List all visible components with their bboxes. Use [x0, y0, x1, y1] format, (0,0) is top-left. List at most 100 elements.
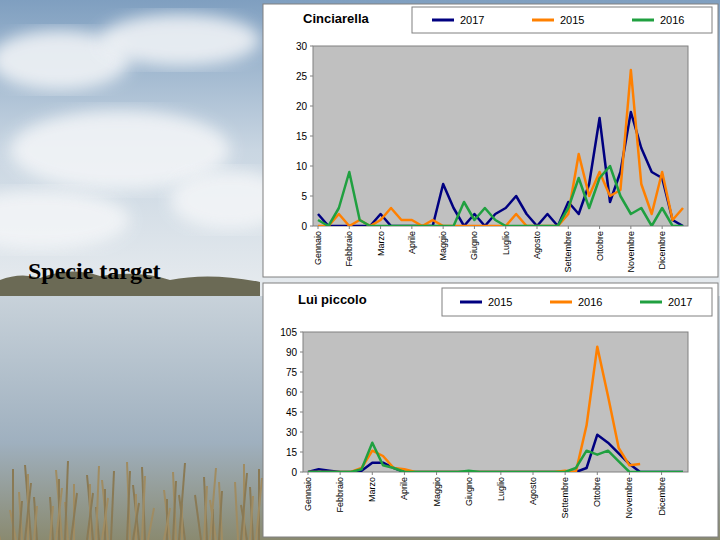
- reed: [19, 492, 22, 540]
- x-tick-label: Maggio: [438, 231, 448, 261]
- y-tick-label: 105: [280, 327, 297, 338]
- legend-box: [442, 288, 712, 316]
- reed: [65, 461, 68, 540]
- slide: Specie targetCinciarella051015202530Genn…: [0, 0, 720, 540]
- x-tick: [308, 472, 309, 475]
- reed: [148, 508, 154, 540]
- reed: [25, 483, 31, 540]
- reed: [219, 482, 222, 540]
- legend-box: [412, 7, 712, 33]
- x-tick: [597, 472, 598, 475]
- reed: [133, 485, 139, 540]
- reed: [250, 487, 253, 540]
- x-tick: [474, 226, 475, 229]
- y-tick: [310, 226, 313, 227]
- x-tick-label: Ottobre: [595, 231, 605, 261]
- legend-swatch: [632, 19, 654, 22]
- y-tick-label: 0: [301, 221, 307, 232]
- x-tick: [662, 226, 663, 229]
- chart-panel: Cinciarella051015202530GennaioFebbraioMa…: [263, 4, 718, 277]
- y-tick: [310, 136, 313, 137]
- x-tick: [380, 226, 381, 229]
- x-tick-label: Agosto: [528, 477, 538, 505]
- y-tick-label: 0: [291, 467, 297, 478]
- reed: [204, 477, 207, 540]
- x-tick-label: Gennaio: [313, 231, 323, 265]
- reed: [12, 469, 14, 540]
- heading: Specie target: [28, 258, 161, 284]
- legend-label: 2015: [560, 14, 584, 26]
- series-line: [308, 443, 683, 472]
- reed: [87, 475, 93, 540]
- x-tick-label: Novembre: [624, 477, 634, 519]
- legend-swatch: [432, 19, 454, 22]
- legend-swatch: [532, 19, 554, 22]
- reed: [219, 491, 222, 540]
- y-tick-label: 30: [286, 427, 298, 438]
- x-tick: [468, 472, 469, 475]
- sky: [0, 0, 720, 300]
- reed: [50, 506, 53, 540]
- x-tick-label: Aprile: [407, 231, 417, 254]
- reed: [241, 473, 247, 540]
- lines: [308, 347, 683, 472]
- x-tick-label: Marzo: [376, 231, 386, 256]
- x-tick: [349, 226, 350, 229]
- chart-title: Luì piccolo: [298, 292, 367, 307]
- x-tick: [537, 226, 538, 229]
- y-tick-label: 15: [286, 447, 298, 458]
- x-tick: [318, 226, 319, 229]
- x-tick: [411, 226, 412, 229]
- x-tick-label: Aprile: [399, 477, 409, 500]
- lines: [318, 70, 683, 226]
- x-tick-label: Giugno: [464, 477, 474, 506]
- cloud: [100, 14, 260, 66]
- reed: [34, 497, 37, 540]
- y-tick: [300, 412, 303, 413]
- y-tick-label: 15: [296, 131, 308, 142]
- x-tick-label: Febbraio: [335, 477, 345, 513]
- reed: [111, 471, 114, 540]
- y-tick: [300, 372, 303, 373]
- reed: [25, 465, 31, 540]
- x-tick: [404, 472, 405, 475]
- legend-swatch: [460, 301, 482, 304]
- series-line: [318, 70, 683, 226]
- reed: [127, 462, 130, 540]
- series-line: [308, 435, 683, 472]
- reed: [56, 470, 62, 540]
- legend-label: 2017: [668, 296, 692, 308]
- y-tick: [310, 76, 313, 77]
- y-tick-label: 60: [286, 387, 298, 398]
- y-tick-label: 20: [296, 101, 308, 112]
- reed: [173, 472, 176, 540]
- reed: [142, 467, 145, 540]
- x-tick-label: Gennaio: [303, 477, 313, 511]
- legend-label: 2016: [660, 14, 684, 26]
- legend: 201520162017: [442, 288, 712, 316]
- x-tick-label: Dicembre: [657, 477, 667, 516]
- x-tick: [630, 226, 631, 229]
- x-tick-label: Novembre: [626, 231, 636, 273]
- panel-frame: [263, 283, 718, 537]
- x-tick-label: Luglio: [496, 477, 506, 501]
- x-tick-label: Luglio: [501, 231, 511, 255]
- x-tick: [568, 226, 569, 229]
- reed: [87, 493, 93, 540]
- plot-area: [303, 332, 688, 472]
- x-tick-label: Marzo: [367, 477, 377, 502]
- reed: [179, 463, 185, 540]
- x-tick: [443, 226, 444, 229]
- y-tick-label: 10: [296, 161, 308, 172]
- y-tick: [310, 166, 313, 167]
- x-tick-label: Ottobre: [592, 477, 602, 507]
- reed: [56, 488, 62, 540]
- chart-panel: Luì piccolo0153045607590105GennaioFebbra…: [263, 283, 718, 537]
- legend: 201720152016: [412, 7, 712, 33]
- x-tick: [533, 472, 534, 475]
- y-tick-label: 25: [296, 71, 308, 82]
- reed: [195, 495, 201, 540]
- reed: [96, 466, 99, 540]
- reed: [164, 508, 170, 540]
- y-tick: [300, 432, 303, 433]
